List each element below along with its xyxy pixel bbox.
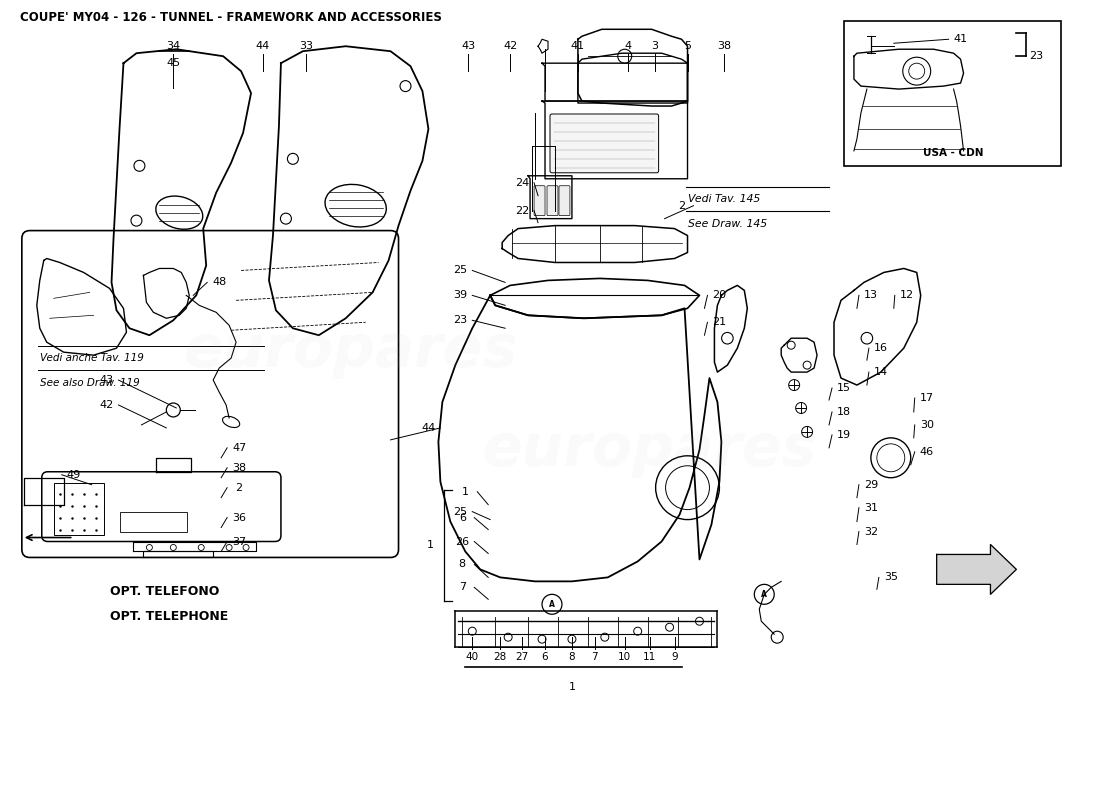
Text: 35: 35 <box>883 572 898 582</box>
FancyBboxPatch shape <box>559 186 570 216</box>
Text: A: A <box>549 600 554 609</box>
Text: 27: 27 <box>516 652 529 662</box>
Text: USA - CDN: USA - CDN <box>923 148 983 158</box>
Text: 41: 41 <box>571 42 585 51</box>
Text: 1: 1 <box>427 541 433 550</box>
Text: 44: 44 <box>256 42 271 51</box>
Text: 46: 46 <box>920 447 934 457</box>
Text: 23: 23 <box>1030 51 1044 61</box>
Bar <box>844 22 1062 166</box>
Text: COUPE' MY04 - 126 - TUNNEL - FRAMEWORK AND ACCESSORIES: COUPE' MY04 - 126 - TUNNEL - FRAMEWORK A… <box>20 11 442 24</box>
Text: 15: 15 <box>837 383 851 393</box>
Text: 49: 49 <box>66 470 80 480</box>
Text: 33: 33 <box>299 42 312 51</box>
Bar <box>54 482 103 534</box>
Text: 37: 37 <box>232 537 246 546</box>
Text: 45: 45 <box>166 58 180 68</box>
Text: 7: 7 <box>592 652 598 662</box>
Text: See Draw. 145: See Draw. 145 <box>688 218 767 229</box>
Text: 2: 2 <box>678 201 685 210</box>
Text: 32: 32 <box>864 526 878 537</box>
Text: OPT. TELEFONO: OPT. TELEFONO <box>110 585 219 598</box>
Text: 24: 24 <box>515 178 529 188</box>
Text: 18: 18 <box>837 407 851 417</box>
Ellipse shape <box>222 416 240 427</box>
Text: 26: 26 <box>455 537 470 546</box>
FancyBboxPatch shape <box>550 114 659 173</box>
Text: 30: 30 <box>920 420 934 430</box>
FancyBboxPatch shape <box>535 186 544 216</box>
Text: 12: 12 <box>900 290 914 300</box>
FancyBboxPatch shape <box>547 186 558 216</box>
Text: Vedi anche Tav. 119: Vedi anche Tav. 119 <box>40 353 144 363</box>
Text: 22: 22 <box>515 206 529 216</box>
Text: 25: 25 <box>453 266 468 275</box>
Text: 44: 44 <box>421 423 436 433</box>
Text: 25: 25 <box>453 506 468 517</box>
Text: 13: 13 <box>864 290 878 300</box>
Text: 1: 1 <box>462 486 469 497</box>
Text: 42: 42 <box>503 42 517 51</box>
Text: 6: 6 <box>459 513 465 522</box>
Text: 23: 23 <box>453 315 468 326</box>
Text: 42: 42 <box>99 400 113 410</box>
Text: 38: 38 <box>232 462 246 473</box>
Text: 9: 9 <box>671 652 678 662</box>
Text: 41: 41 <box>954 34 968 44</box>
Text: 31: 31 <box>864 502 878 513</box>
Circle shape <box>903 57 931 85</box>
Text: OPT. TELEPHONE: OPT. TELEPHONE <box>110 610 228 622</box>
Text: 40: 40 <box>465 652 478 662</box>
Text: 14: 14 <box>873 367 888 377</box>
Text: 8: 8 <box>459 559 466 570</box>
Text: europares: europares <box>483 422 817 478</box>
Text: 7: 7 <box>459 582 466 592</box>
Text: 21: 21 <box>713 318 726 327</box>
Text: 5: 5 <box>684 42 691 51</box>
Text: 43: 43 <box>99 375 113 385</box>
Text: See also Draw. 119: See also Draw. 119 <box>40 378 140 388</box>
Text: 34: 34 <box>166 42 180 51</box>
Text: 6: 6 <box>541 652 548 662</box>
Text: 43: 43 <box>461 42 475 51</box>
Bar <box>120 512 187 531</box>
Text: 4: 4 <box>624 42 631 51</box>
Polygon shape <box>937 545 1016 594</box>
Text: 29: 29 <box>864 480 878 490</box>
Text: 1: 1 <box>569 682 575 692</box>
Text: 39: 39 <box>453 290 468 300</box>
Text: 20: 20 <box>713 290 726 300</box>
Ellipse shape <box>871 438 911 478</box>
Text: 2: 2 <box>235 482 243 493</box>
Text: 19: 19 <box>837 430 851 440</box>
Text: A: A <box>761 590 767 599</box>
Text: 8: 8 <box>569 652 575 662</box>
Text: 48: 48 <box>212 278 227 287</box>
Text: 16: 16 <box>873 343 888 353</box>
Text: 38: 38 <box>717 42 732 51</box>
Text: 11: 11 <box>644 652 657 662</box>
Text: 47: 47 <box>232 443 246 453</box>
Text: 36: 36 <box>232 513 246 522</box>
Text: 10: 10 <box>618 652 631 662</box>
Circle shape <box>656 456 719 519</box>
Text: 3: 3 <box>651 42 658 51</box>
Text: europares: europares <box>184 322 518 378</box>
Text: Vedi Tav. 145: Vedi Tav. 145 <box>688 194 760 204</box>
Text: 17: 17 <box>920 393 934 403</box>
Text: 28: 28 <box>494 652 507 662</box>
